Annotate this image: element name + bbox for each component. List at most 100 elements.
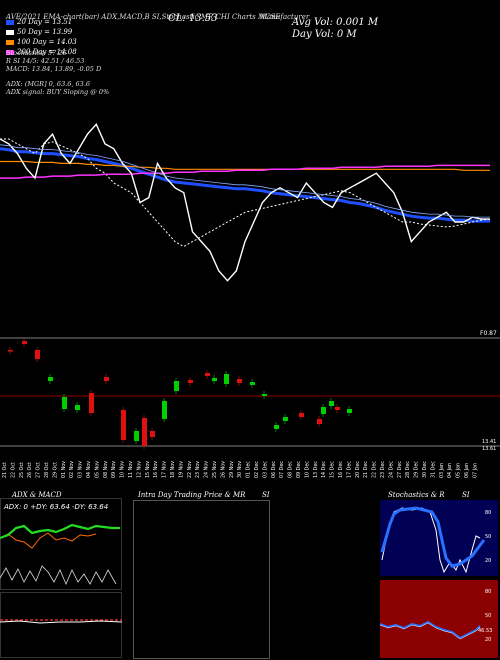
legend-label: 20 Day = 13.51 bbox=[17, 18, 73, 26]
adx-plus-di-line bbox=[0, 523, 120, 540]
adx-panel-title: ADX & MACD bbox=[12, 491, 62, 499]
x-tick-label: 21 Dec bbox=[363, 461, 369, 478]
x-tick-label: 29 Oct bbox=[52, 462, 58, 478]
intraday-panel bbox=[133, 500, 270, 659]
x-tick-label: 25 Nov bbox=[212, 461, 218, 478]
manufacturer-label: Manufacturer bbox=[260, 13, 310, 21]
x-axis-labels: 21 Oct 22 Oct 25 Oct 26 Oct 27 Oct 28 Oct 29 O… bbox=[2, 461, 478, 478]
rsi-tick: 20 bbox=[485, 637, 491, 643]
legend-ema200: 200 Day = 14.08 bbox=[6, 48, 77, 56]
x-tick-label: 20 Dec bbox=[355, 461, 361, 478]
volume-label-a: 13.41 bbox=[482, 439, 496, 445]
x-tick-label: 12 Nov bbox=[136, 461, 142, 478]
stoch-panel-title: Stochastics & R bbox=[388, 491, 445, 499]
series-line-3 bbox=[0, 164, 490, 179]
rsi-value: 46.53 bbox=[478, 628, 492, 634]
x-tick-label: 28 Dec bbox=[405, 461, 411, 478]
candle-body bbox=[89, 393, 94, 413]
x-tick-label: 29 Dec bbox=[414, 461, 420, 478]
candle-body bbox=[188, 380, 193, 383]
macd-frame bbox=[0, 592, 122, 658]
x-tick-label: 10 Dec bbox=[304, 461, 310, 478]
x-tick-label: 13 Dec bbox=[313, 461, 319, 478]
adx-minus-di-line bbox=[0, 532, 97, 549]
x-tick-label: 01 Nov bbox=[61, 461, 67, 478]
candle-body bbox=[35, 350, 40, 359]
candle-body bbox=[274, 425, 279, 429]
adx-values: ADX: 0 +DY: 63.64 -DY: 63.64 bbox=[3, 503, 108, 511]
candle-body bbox=[48, 377, 53, 381]
x-tick-label: 19 Nov bbox=[178, 461, 184, 478]
x-tick-label: 04 Nov bbox=[86, 461, 92, 478]
x-tick-label: 05 Nov bbox=[94, 461, 100, 478]
x-tick-label: 26 Nov bbox=[220, 461, 226, 478]
candle-body bbox=[121, 410, 126, 440]
candle-body bbox=[329, 401, 334, 406]
legend-ema100: 100 Day = 14.03 bbox=[6, 38, 77, 46]
candle-body bbox=[75, 405, 80, 410]
legend-ema20: 20 Day = 13.51 bbox=[6, 18, 72, 26]
x-tick-label: 01 Dec bbox=[246, 461, 252, 478]
x-tick-label: 03 Nov bbox=[78, 461, 84, 478]
macd-panel bbox=[0, 592, 122, 658]
x-tick-label: 16 Dec bbox=[338, 461, 344, 478]
x-tick-label: 17 Nov bbox=[162, 461, 168, 478]
x-tick-label: 04 Jan bbox=[447, 463, 453, 478]
x-tick-label: 30 Nov bbox=[237, 461, 243, 478]
candle-body bbox=[335, 407, 340, 410]
rsi-tick: 80 bbox=[485, 589, 491, 595]
stoch-si-label: SI bbox=[462, 491, 470, 499]
x-tick-label: 26 Oct bbox=[27, 462, 33, 478]
x-tick-label: 05 Jan bbox=[456, 463, 462, 478]
x-tick-label: 31 Dec bbox=[430, 461, 436, 478]
x-tick-label: 06 Dec bbox=[271, 461, 277, 478]
day-volume-label: Day Vol: 0 M bbox=[292, 29, 357, 40]
intraday-panel-title: Intra Day Trading Price & MR bbox=[138, 491, 246, 499]
series-line-2 bbox=[0, 160, 490, 171]
x-tick-label: 24 Nov bbox=[204, 461, 210, 478]
stoch-tick: 50 bbox=[485, 534, 491, 540]
price-chart bbox=[0, 123, 491, 282]
close-price-label: CL: 13.53 bbox=[168, 13, 218, 24]
info-rsi: R SI 14/5: 42.51 / 46.53 bbox=[6, 57, 85, 65]
candle-body bbox=[134, 431, 139, 441]
info-macd: MACD: 13.84, 13.89, -0.05 D bbox=[6, 65, 102, 73]
stoch-tick: 20 bbox=[485, 558, 491, 564]
x-tick-label: 06 Jan bbox=[464, 463, 470, 478]
candle-chart: F0.87 13.41 13.61 21 Oct 22 Oct 25 Oct 26 O… bbox=[0, 330, 500, 478]
stoch-bg bbox=[380, 500, 498, 576]
x-tick-label: 24 Dec bbox=[388, 461, 394, 478]
rsi-line bbox=[380, 620, 481, 640]
candle-body bbox=[299, 413, 304, 417]
ticker-title: AVE/2021 EMA-chart(bar) ADX,MACD,B SI,St… bbox=[6, 13, 281, 21]
macd-line bbox=[0, 620, 122, 624]
candle-body bbox=[22, 341, 27, 344]
x-tick-label: 22 Dec bbox=[372, 461, 378, 478]
rsi-bg bbox=[380, 580, 498, 658]
x-tick-label: 07 Jan bbox=[472, 463, 478, 478]
info-adx: ADX: (MGR] 0, 63.6, 63.6 bbox=[6, 80, 91, 88]
adx-line bbox=[0, 565, 117, 586]
x-tick-label: 10 Nov bbox=[120, 461, 126, 478]
legend-swatch bbox=[6, 49, 14, 55]
legend-label: 100 Day = 14.03 bbox=[17, 38, 77, 46]
candle-body bbox=[8, 350, 13, 352]
legend-swatch bbox=[6, 29, 14, 35]
rsi-tick: 50 bbox=[485, 613, 491, 619]
x-tick-label: 08 Nov bbox=[103, 461, 109, 478]
x-tick-label: 27 Oct bbox=[36, 462, 42, 478]
x-tick-label: 17 Dec bbox=[346, 461, 352, 478]
candle-body bbox=[317, 419, 322, 424]
candle-body bbox=[104, 377, 109, 381]
intraday-si-label: SI bbox=[262, 491, 270, 499]
info-stochastics: Stochastics: 57.26 bbox=[6, 49, 67, 57]
rsi-panel: 80 50 20 46.53 bbox=[380, 580, 498, 658]
x-tick-label: 02 Dec bbox=[254, 461, 260, 478]
x-tick-label: 22 Oct bbox=[10, 462, 16, 478]
volume-label-b: 13.61 bbox=[482, 446, 496, 452]
candle-body bbox=[237, 379, 242, 383]
candle-body bbox=[62, 397, 67, 409]
candle-body bbox=[224, 374, 229, 384]
candle-body bbox=[321, 407, 326, 414]
series-line-0 bbox=[0, 147, 490, 223]
